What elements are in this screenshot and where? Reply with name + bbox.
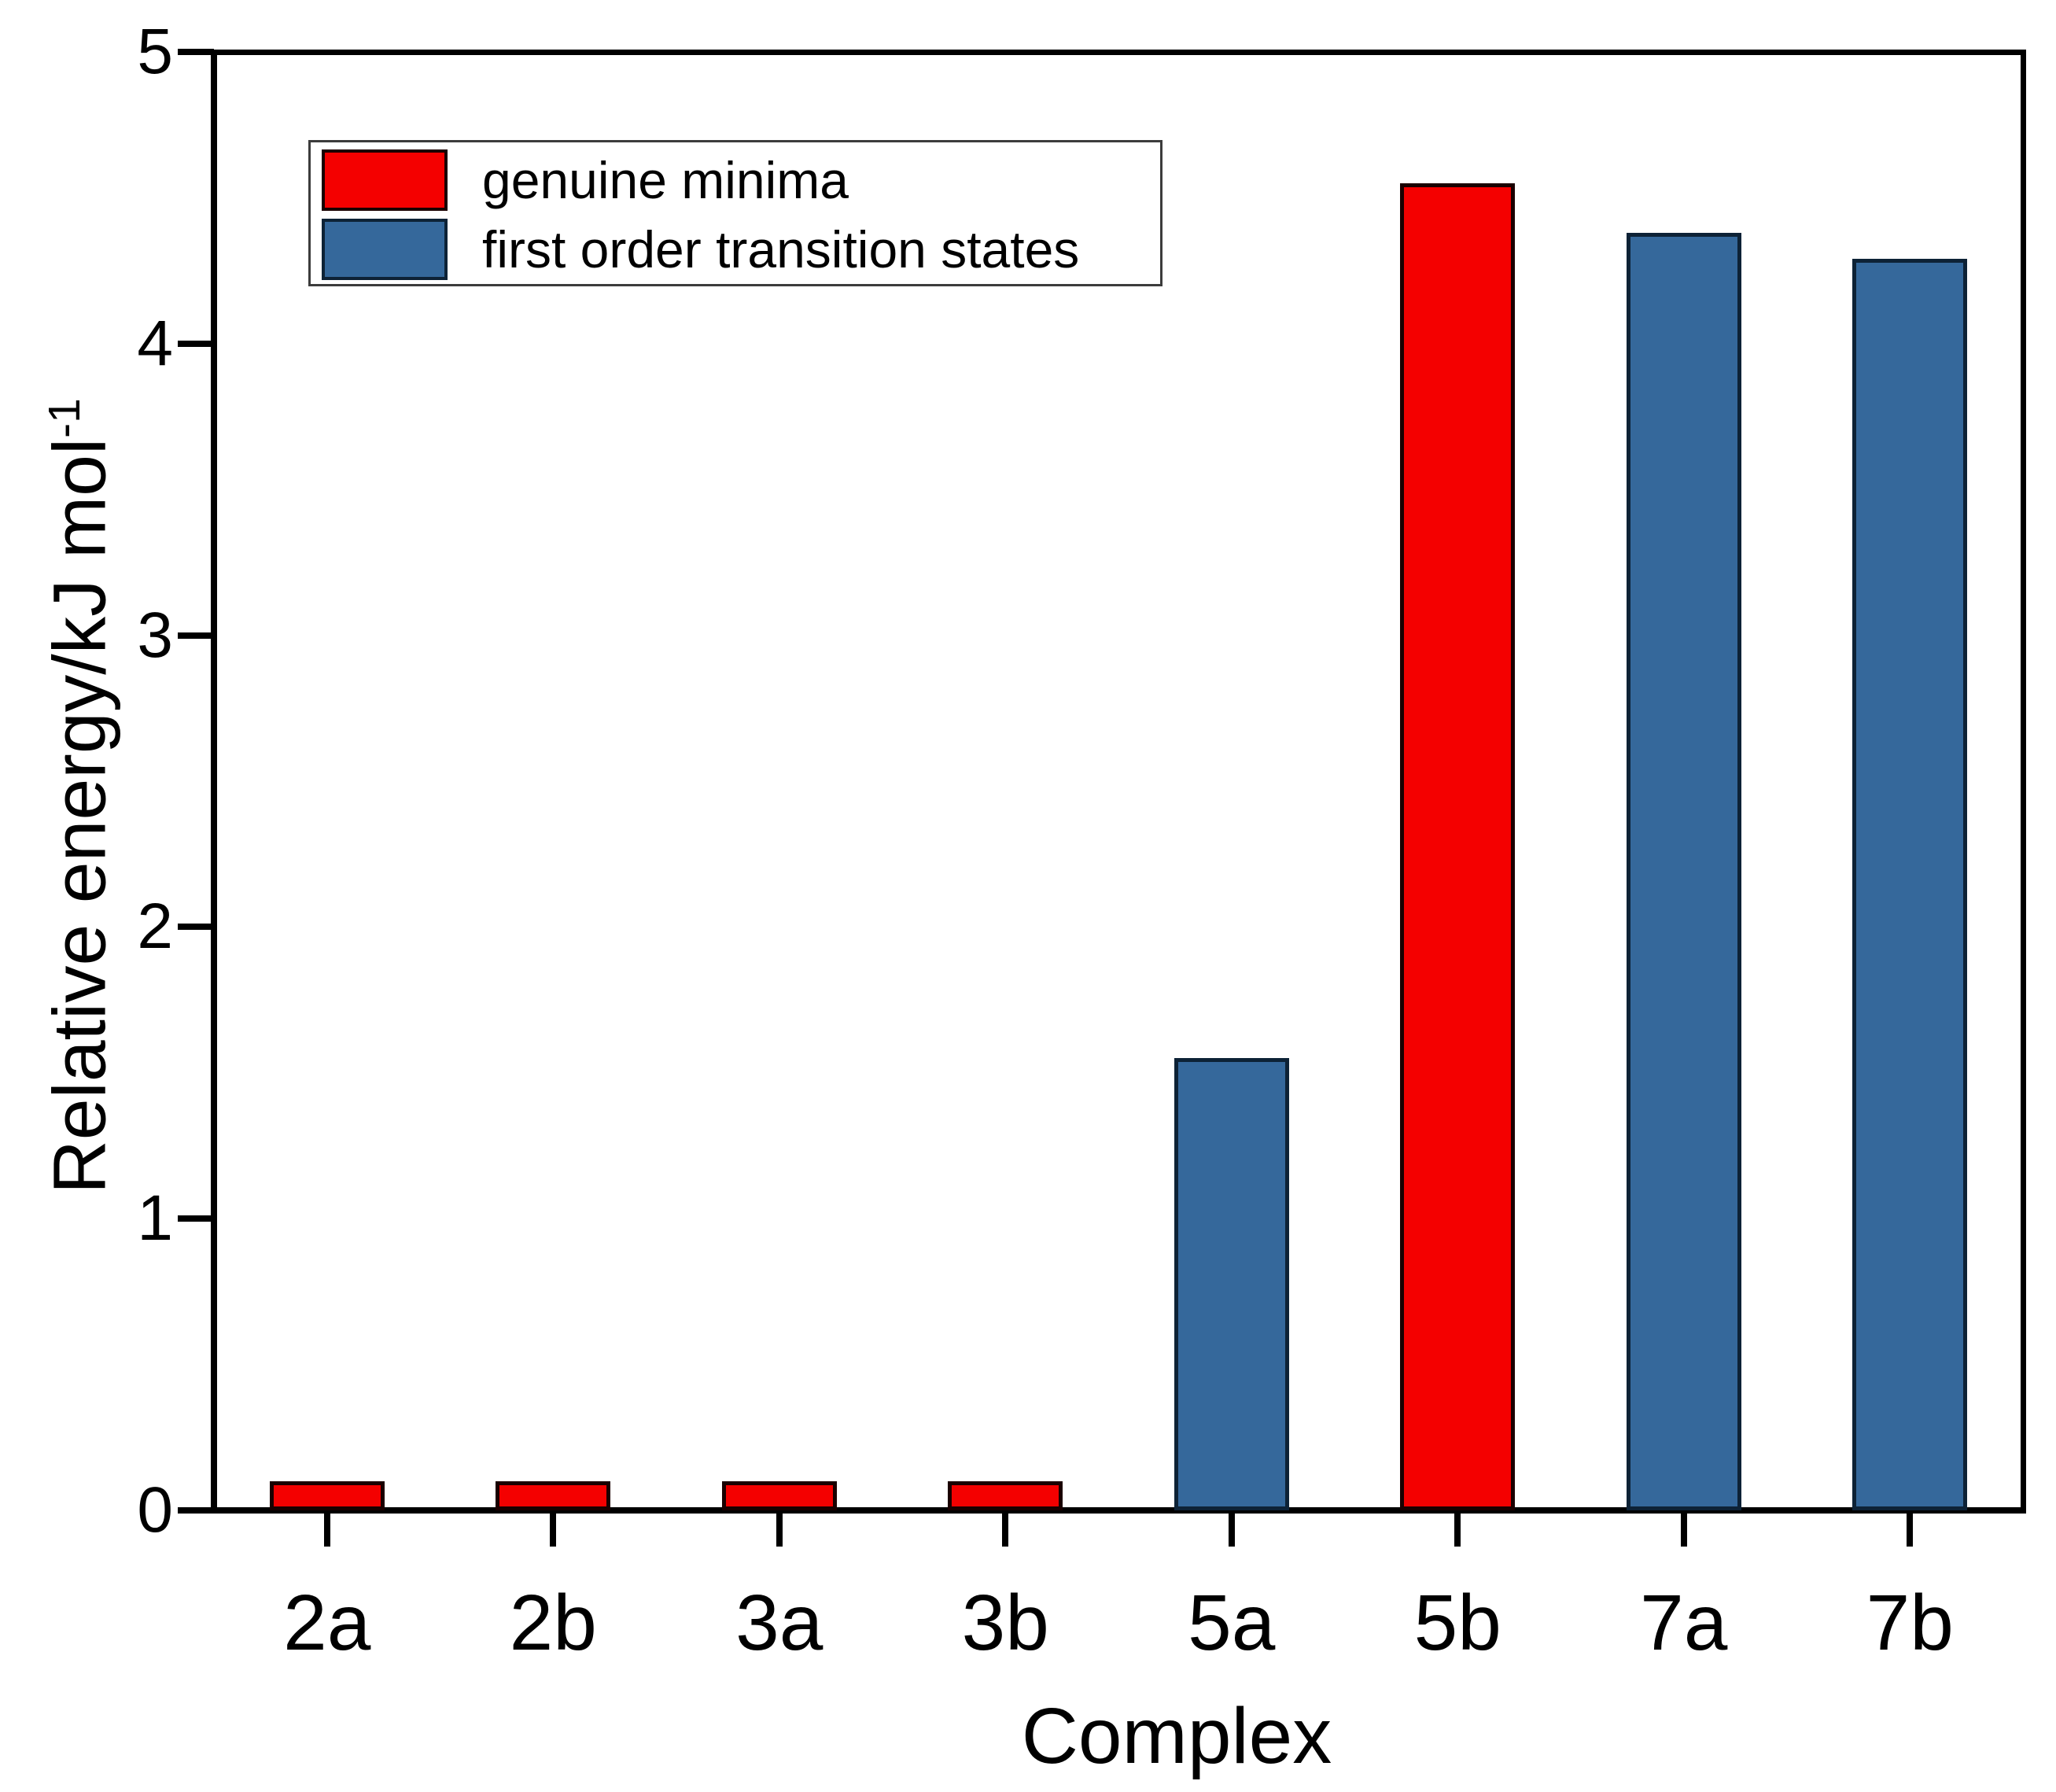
legend: genuine minima first order transition st… <box>308 140 1162 286</box>
x-tick-label-3a: 3a <box>735 1579 824 1667</box>
bar-7a <box>1626 232 1741 1510</box>
legend-label-genuine-minima: genuine minima <box>482 151 849 209</box>
x-tick-mark-3b <box>1002 1510 1009 1547</box>
y-tick-mark-3 <box>178 632 214 639</box>
x-tick-label-5a: 5a <box>1188 1579 1276 1667</box>
bar-7b <box>1852 259 1968 1510</box>
y-axis-title-text: Relative energy/kJ mol <box>38 437 122 1194</box>
legend-swatch-transition-states <box>322 219 448 280</box>
legend-row-transition-states: first order transition states <box>322 218 1079 281</box>
y-tick-label-2: 2 <box>137 890 173 963</box>
bar-2a <box>269 1480 385 1510</box>
y-axis-title: Relative energy/kJ mol-1 <box>38 398 123 1194</box>
x-axis-line <box>211 1507 2026 1514</box>
x-tick-label-5b: 5b <box>1413 1579 1501 1667</box>
y-tick-label-1: 1 <box>137 1182 173 1255</box>
x-tick-label-3b: 3b <box>961 1579 1049 1667</box>
y-tick-label-3: 3 <box>137 599 173 671</box>
y-tick-mark-5 <box>178 49 214 55</box>
x-tick-mark-2a <box>323 1510 330 1547</box>
bar-2b <box>496 1480 611 1510</box>
y-axis-line <box>211 50 217 1514</box>
y-tick-mark-2 <box>178 924 214 931</box>
bar-5a <box>1174 1058 1289 1510</box>
x-tick-label-2a: 2a <box>283 1579 371 1667</box>
x-tick-mark-2b <box>550 1510 557 1547</box>
x-tick-label-2b: 2b <box>509 1579 597 1667</box>
y-tick-mark-1 <box>178 1215 214 1222</box>
x-tick-mark-3a <box>776 1510 783 1547</box>
bar-5b <box>1400 183 1516 1510</box>
x-tick-mark-5a <box>1228 1510 1235 1547</box>
y-tick-mark-4 <box>178 340 214 347</box>
x-axis-title: Complex <box>1021 1692 1332 1780</box>
y-tick-mark-0 <box>178 1507 214 1514</box>
x-tick-mark-7b <box>1907 1510 1914 1547</box>
x-tick-mark-5b <box>1454 1510 1461 1547</box>
y-tick-label-5: 5 <box>137 16 173 87</box>
y-axis-title-superscript: -1 <box>39 398 90 438</box>
plot-border-right <box>2021 50 2026 1514</box>
legend-swatch-genuine-minima <box>322 149 448 211</box>
y-tick-label-0: 0 <box>137 1474 173 1546</box>
plot-border-top <box>211 50 2026 55</box>
bar-3a <box>721 1480 837 1510</box>
x-tick-label-7b: 7b <box>1866 1579 1954 1667</box>
bar-3b <box>948 1480 1063 1510</box>
y-tick-label-4: 4 <box>137 307 173 379</box>
legend-row-genuine-minima: genuine minima <box>322 149 849 212</box>
x-tick-label-7a: 7a <box>1640 1579 1728 1667</box>
legend-label-transition-states: first order transition states <box>482 220 1080 278</box>
x-tick-mark-7a <box>1680 1510 1687 1547</box>
